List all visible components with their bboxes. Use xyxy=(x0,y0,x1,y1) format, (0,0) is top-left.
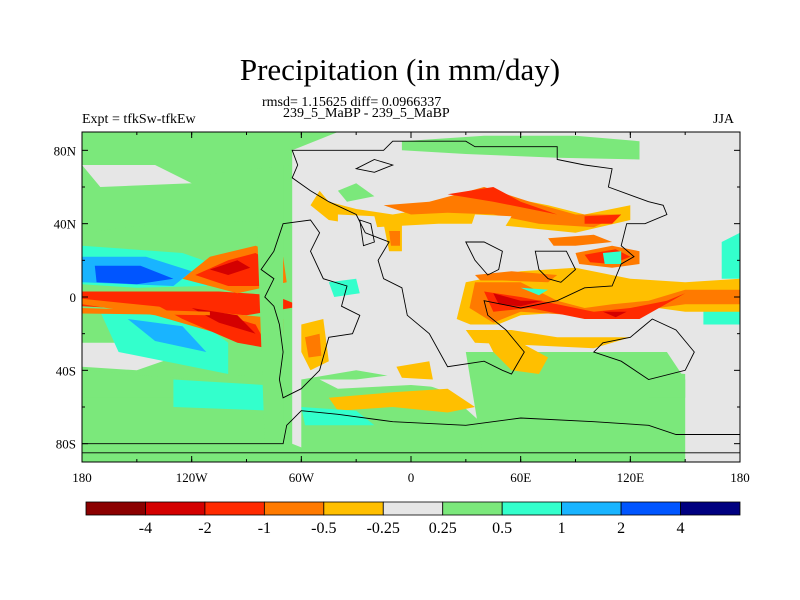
land-outlines xyxy=(82,140,740,454)
contour-region-63 xyxy=(639,370,686,398)
colorbar-label-5: 0.25 xyxy=(429,520,457,537)
y-tick-label-1: 40N xyxy=(54,217,77,232)
colorbar-label-9: 4 xyxy=(677,520,685,537)
contour-region-38 xyxy=(584,214,622,224)
y-tick-label-3: 40S xyxy=(56,363,76,378)
land-outline-7 xyxy=(359,219,375,247)
contour-region-47 xyxy=(602,311,627,318)
land-outline-2 xyxy=(82,410,740,454)
contour-region-62 xyxy=(301,407,375,426)
contour-region-36 xyxy=(383,187,622,228)
land-outline-0 xyxy=(291,140,668,375)
chart-title: Precipitation (in mm/day) xyxy=(239,52,561,87)
colorbar-swatch-0 xyxy=(85,501,146,516)
colorbar-label-4: -0.25 xyxy=(367,520,400,537)
colorbar-swatch-5 xyxy=(382,501,444,516)
contour-region-41 xyxy=(337,214,379,231)
contour-region-23 xyxy=(209,260,251,275)
land-outline-6 xyxy=(354,159,395,173)
colorbar-label-0: -4 xyxy=(139,520,152,537)
colorbar-label-7: 1 xyxy=(558,520,566,537)
experiment-label: Expt = tfkSw-tfkEw xyxy=(82,112,196,127)
colorbar-label-8: 2 xyxy=(617,520,625,537)
contour-region-37 xyxy=(447,187,558,215)
x-tick-label-3: 0 xyxy=(408,470,415,485)
contour-region-11 xyxy=(94,265,174,285)
colorbar-swatch-3 xyxy=(263,501,325,516)
contour-region-26 xyxy=(82,308,210,316)
colorbar-label-2: -1 xyxy=(258,520,271,537)
colorbar-swatch-2 xyxy=(204,501,265,516)
colorbar-swatch-10 xyxy=(680,501,741,516)
colorbar-label-6: 0.5 xyxy=(492,520,512,537)
x-tick-label-2: 60W xyxy=(289,470,315,485)
contour-region-53 xyxy=(520,287,549,296)
contour-region-50 xyxy=(548,234,613,246)
colorbar-swatch-9 xyxy=(620,501,681,516)
x-tick-label-5: 120E xyxy=(617,470,645,485)
y-tick-label-4: 80S xyxy=(56,437,76,452)
contour-region-57 xyxy=(328,388,475,413)
contour-region-64 xyxy=(337,183,375,202)
contour-region-42 xyxy=(469,214,512,231)
contour-region-60 xyxy=(305,333,322,358)
contour-region-33 xyxy=(721,232,740,279)
land-outline-3 xyxy=(592,318,695,380)
contour-region-14 xyxy=(173,379,274,411)
precipitation-map xyxy=(82,132,740,462)
contour-region-32 xyxy=(328,278,360,297)
contour-region-13 xyxy=(127,319,207,352)
contour-region-43 xyxy=(456,267,740,330)
x-tick-label-6: 180 xyxy=(730,470,750,485)
contour-region-61 xyxy=(396,361,433,380)
contour-region-56 xyxy=(484,333,549,374)
y-tick-label-0: 80N xyxy=(54,143,77,158)
contour-region-6 xyxy=(82,165,192,187)
axes: 180 120W 60W 0 60E 120E 180 80N 40N 0 40S 80S xyxy=(54,132,750,485)
season-label: JJA xyxy=(713,112,735,127)
contour-region-30 xyxy=(465,352,686,462)
colorbar-label-3: -0.5 xyxy=(311,520,336,537)
colorbar-swatch-4 xyxy=(323,501,384,516)
x-tick-label-4: 60E xyxy=(510,470,531,485)
colorbar-swatch-8 xyxy=(561,501,622,516)
land-outline-1 xyxy=(260,219,361,399)
contour-region-19 xyxy=(82,291,302,316)
y-tick-label-2: 0 xyxy=(70,290,77,305)
period-subtitle: 239_5_MaBP - 239_5_MaBP xyxy=(283,106,450,121)
stats-subtitle: rmsd= 1.15625 diff= 0.0966337 xyxy=(262,95,442,110)
x-tick-label-0: 180 xyxy=(72,470,92,485)
colorbar-swatch-1 xyxy=(145,501,206,516)
colorbar-swatch-7 xyxy=(501,501,563,516)
x-tick-label-1: 120W xyxy=(176,470,209,485)
land-outline-5 xyxy=(534,250,577,283)
contour-region-45 xyxy=(484,291,686,319)
colorbar-swatch-6 xyxy=(442,501,503,516)
contour-region-46 xyxy=(493,293,543,307)
contour-region-52 xyxy=(602,251,622,264)
colorbar-label-1: -2 xyxy=(198,520,211,537)
contour-region-51 xyxy=(475,271,558,283)
land-outline-4 xyxy=(465,241,503,276)
contour-region-40 xyxy=(389,231,400,246)
colorbar: -4 -2 -1 -0.5 -0.25 0.25 0.5 1 2 4 xyxy=(85,501,741,537)
contour-region-24 xyxy=(155,304,269,349)
